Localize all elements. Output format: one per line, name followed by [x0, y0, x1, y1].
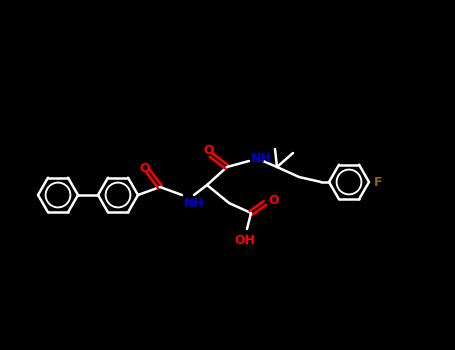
Text: NH: NH	[184, 197, 205, 210]
Text: NH: NH	[251, 152, 272, 164]
Text: OH: OH	[234, 234, 256, 247]
Text: O: O	[268, 194, 278, 206]
Text: O: O	[140, 161, 150, 175]
Text: F: F	[374, 175, 383, 189]
Text: O: O	[204, 145, 214, 158]
